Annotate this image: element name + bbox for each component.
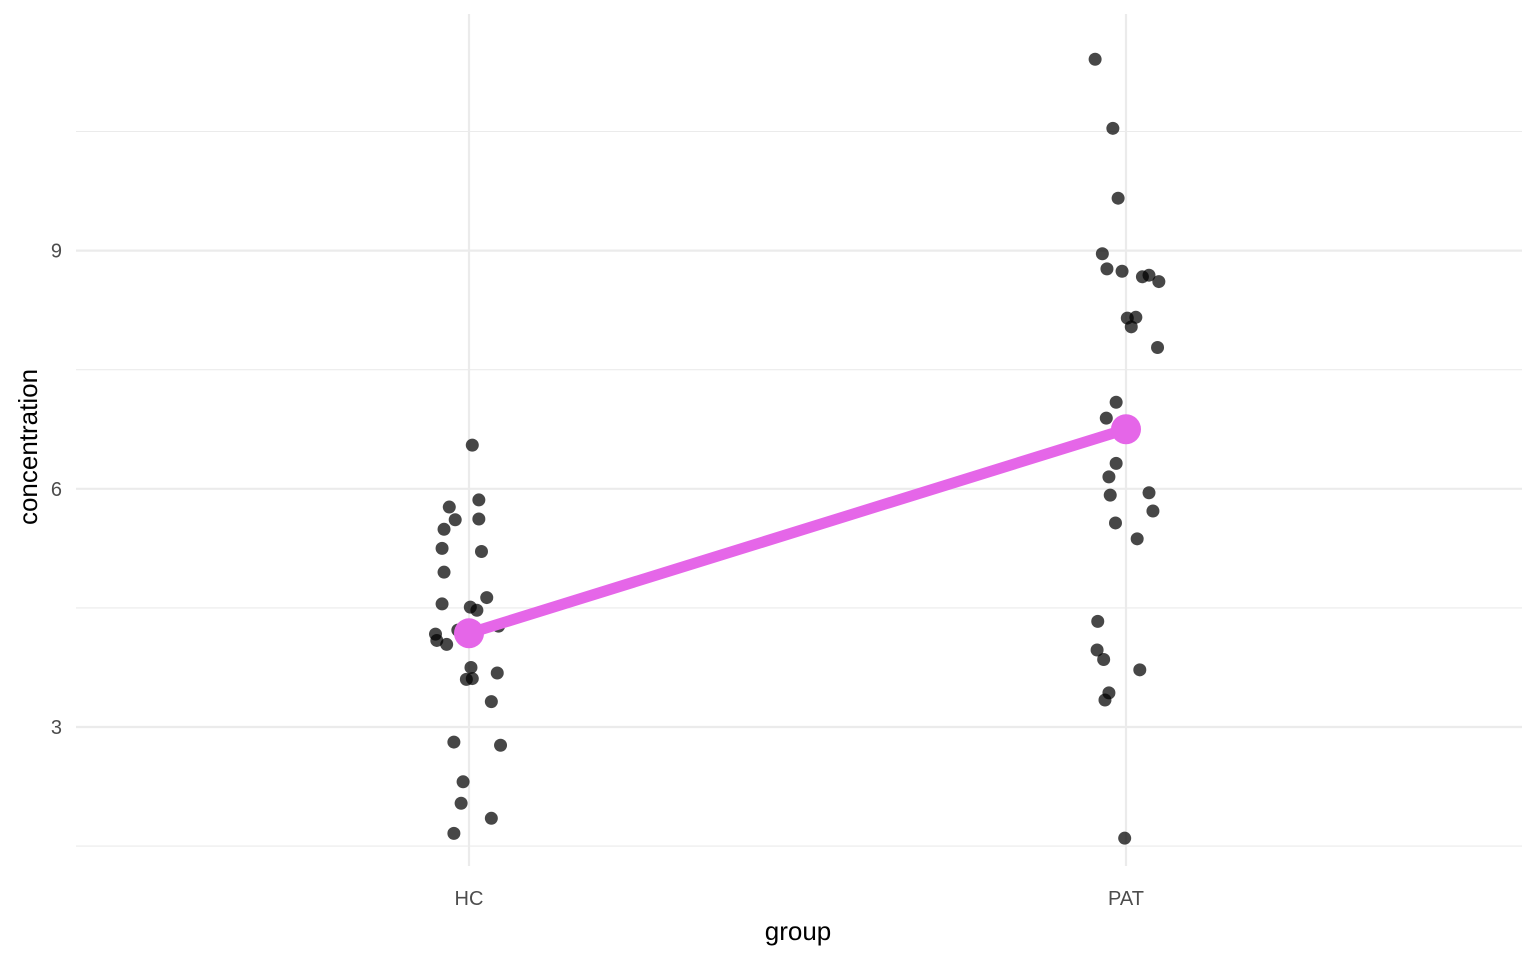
y-tick-label: 3 <box>51 717 62 739</box>
data-point <box>464 660 478 674</box>
data-point <box>1102 470 1116 484</box>
data-point <box>442 500 456 514</box>
data-point <box>472 493 486 507</box>
data-point <box>435 597 449 611</box>
data-point <box>1095 247 1109 261</box>
mean-point <box>454 618 484 649</box>
data-point <box>484 695 498 709</box>
data-point <box>447 735 461 749</box>
data-point <box>1098 693 1112 707</box>
data-point <box>454 796 468 810</box>
mean-line <box>463 423 1132 639</box>
data-point <box>1146 504 1160 518</box>
data-point <box>1115 264 1129 278</box>
data-point <box>1109 456 1123 470</box>
data-point <box>465 438 479 452</box>
data-point <box>1103 488 1117 502</box>
x-tick-label: PAT <box>1108 888 1144 910</box>
data-point <box>1118 831 1132 845</box>
data-point <box>1109 395 1123 409</box>
data-point <box>440 637 454 651</box>
data-point <box>1097 653 1111 667</box>
y-tick-labels: 3 6 9 <box>51 241 62 739</box>
x-axis-title: group <box>765 916 832 946</box>
mean-layer <box>454 414 1141 649</box>
grid <box>76 14 1522 866</box>
data-point <box>1090 643 1104 657</box>
data-point <box>1130 532 1144 546</box>
data-point <box>472 512 486 526</box>
data-point <box>1111 191 1125 205</box>
data-point <box>494 738 508 752</box>
data-point <box>1151 340 1165 354</box>
data-point <box>1124 320 1138 334</box>
data-point <box>430 633 444 647</box>
y-tick-label: 9 <box>51 241 62 263</box>
data-point <box>435 541 449 555</box>
data-point <box>437 522 451 536</box>
data-point <box>1099 411 1113 425</box>
data-point <box>490 666 504 680</box>
data-point <box>465 672 479 686</box>
data-point <box>1152 275 1166 289</box>
data-point <box>448 513 462 527</box>
mean-point <box>1111 414 1141 445</box>
data-point <box>437 565 451 579</box>
data-point <box>1106 121 1120 135</box>
data-points <box>428 52 1166 845</box>
data-point <box>456 775 470 789</box>
data-point <box>1091 614 1105 628</box>
y-axis-title: concentration <box>13 369 43 525</box>
data-point <box>1142 486 1156 500</box>
data-point <box>1142 268 1156 282</box>
data-point <box>480 591 494 605</box>
data-point <box>484 811 498 825</box>
data-point <box>474 545 488 559</box>
x-tick-label: HC <box>455 888 484 910</box>
data-point <box>1100 262 1114 276</box>
data-point <box>1133 663 1147 677</box>
x-tick-labels: HC PAT <box>455 888 1144 910</box>
data-point <box>1108 516 1122 530</box>
data-point <box>470 603 484 617</box>
y-tick-label: 6 <box>51 479 62 501</box>
data-point <box>1088 52 1102 66</box>
data-point <box>447 826 461 840</box>
